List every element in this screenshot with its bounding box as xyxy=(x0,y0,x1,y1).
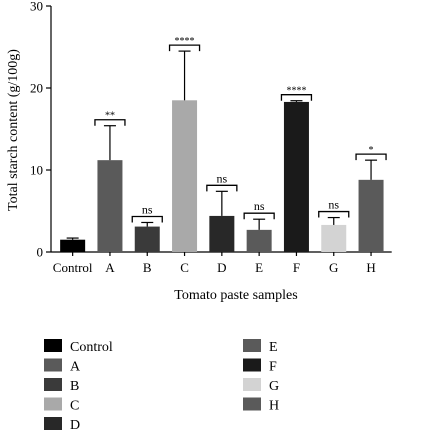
legend-label: D xyxy=(70,418,80,430)
y-axis: 0 10 20 30 xyxy=(30,0,52,260)
x-tick-label: G xyxy=(329,260,338,275)
significance-bracket xyxy=(94,119,126,126)
legend-swatch xyxy=(44,378,62,391)
significance-label: ns xyxy=(254,199,265,213)
legend-label: H xyxy=(269,399,279,414)
significance-label: ns xyxy=(142,202,153,216)
legend-label: F xyxy=(269,360,277,375)
x-tick-label: B xyxy=(143,260,152,275)
significance-label: ns xyxy=(328,198,339,212)
legend-item: A xyxy=(44,358,81,375)
legend-swatch xyxy=(243,339,261,352)
significance-label: **** xyxy=(175,36,195,47)
x-tick-label: E xyxy=(255,260,263,275)
legend-label: G xyxy=(269,379,279,394)
bar xyxy=(246,229,272,252)
bar xyxy=(60,239,86,252)
bars xyxy=(60,100,384,252)
legend-swatch xyxy=(44,417,62,430)
legend-item: C xyxy=(44,397,79,414)
legend-swatch xyxy=(243,378,261,391)
y-tick-label: 10 xyxy=(30,163,43,178)
legend-item: G xyxy=(243,378,279,394)
significance-bracket xyxy=(318,210,350,218)
legend-swatch xyxy=(243,397,261,411)
x-tick-label: F xyxy=(293,260,300,275)
legend-swatch xyxy=(44,397,62,411)
x-tick-label: A xyxy=(105,260,115,275)
bar xyxy=(209,215,235,252)
legend-swatch xyxy=(44,358,62,372)
legend-label: A xyxy=(70,360,81,375)
significance-bracket xyxy=(168,44,201,52)
error-bars xyxy=(66,50,378,240)
significance-label: * xyxy=(369,145,374,156)
significance-bracket xyxy=(280,94,313,101)
legend-item: F xyxy=(243,358,277,375)
significance-bracket xyxy=(243,212,275,220)
bar xyxy=(283,101,309,252)
legend-label: C xyxy=(70,399,79,414)
x-axis: Control A B C D E F G H xyxy=(51,251,392,275)
y-tick-label: 0 xyxy=(37,245,44,260)
x-tick-label: C xyxy=(180,260,189,275)
x-tick-label: H xyxy=(366,260,375,275)
significance-label: ** xyxy=(105,111,115,122)
x-tick-label: Control xyxy=(53,260,93,275)
legend-item: Control xyxy=(44,339,113,355)
legend-item: H xyxy=(243,397,279,414)
legend-label: Control xyxy=(70,340,113,355)
bar xyxy=(134,226,160,252)
bar xyxy=(321,224,347,252)
x-axis-title: Tomato paste samples xyxy=(174,288,297,303)
significance-label: ns xyxy=(217,171,228,185)
legend-item: E xyxy=(243,339,278,355)
significance-label: **** xyxy=(286,86,306,97)
y-tick-label: 20 xyxy=(30,81,43,96)
legend-swatch xyxy=(44,339,62,352)
legend-item: D xyxy=(44,417,80,430)
bar xyxy=(358,179,384,252)
x-tick-label: D xyxy=(217,260,226,275)
significance-bracket xyxy=(131,215,163,223)
legend-swatch xyxy=(243,358,261,372)
bar xyxy=(97,160,123,252)
legend-label: E xyxy=(269,340,278,355)
significance-markers: ** ns **** ns ns **** ns * xyxy=(94,36,387,223)
significance-bracket xyxy=(355,153,387,161)
legend-label: B xyxy=(70,379,79,394)
y-axis-title: Total starch content (g/100g) xyxy=(6,49,21,211)
legend-item: B xyxy=(44,378,79,394)
y-tick-label: 30 xyxy=(30,0,43,14)
bar xyxy=(172,100,198,252)
significance-bracket xyxy=(206,184,238,192)
